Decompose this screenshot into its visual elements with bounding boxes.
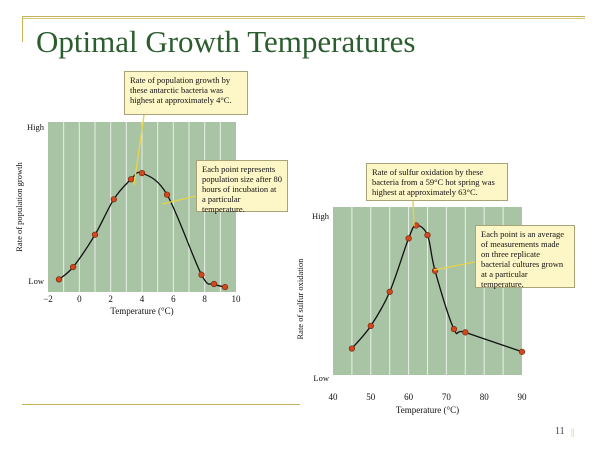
page-number: 11 — [555, 426, 565, 437]
chart-right-x-tick-label: 90 — [518, 392, 528, 402]
bottom-rule — [22, 404, 300, 405]
chart-right-x-tick-label: 70 — [442, 392, 452, 402]
slide-title: Optimal Growth Temperatures — [36, 24, 416, 59]
chart-right-x-tick-label: 40 — [329, 392, 339, 402]
chart-right-point-0 — [348, 345, 356, 352]
chart-right-x-tick-label: 80 — [480, 392, 490, 402]
chart-left-point-4 — [127, 176, 135, 183]
chart-left-point-6 — [163, 191, 171, 198]
chart-left-point-8 — [210, 280, 218, 288]
callout-left-mid: Each point represents population size af… — [196, 160, 288, 214]
callout-right-mid: Each point is an average of measurements… — [475, 225, 575, 289]
chart-right-x-tick-label: 50 — [366, 392, 376, 402]
chart-right-y-tick-low: Low — [313, 373, 329, 383]
chart-right-point-7 — [450, 326, 458, 333]
chart-right-point-5 — [424, 232, 431, 239]
chart-left-point-1 — [69, 263, 77, 271]
chart-left-point-2 — [91, 231, 99, 238]
chart-left-point-9 — [221, 283, 229, 291]
callout-pointer-2 — [412, 200, 415, 227]
chart-left-y-axis-label: Rate of population growth — [14, 162, 24, 252]
chart-left-point-5 — [138, 170, 146, 177]
callout-right-top: Rate of sulfur oxidation by these bacter… — [366, 163, 508, 201]
callout-pointer-3 — [433, 261, 476, 271]
chart-left-x-tick-label: 2 — [108, 294, 113, 304]
chart-right-y-axis-label: Rate of sulfur oxidation — [295, 258, 305, 340]
chart-right-x-axis-label: Temperature (°C) — [396, 405, 459, 415]
chart-left-point-7 — [198, 271, 205, 278]
chart-left-x-tick-label: −2 — [43, 294, 53, 304]
top-rule — [22, 16, 585, 17]
chart-left-x-tick-label: 10 — [232, 294, 242, 304]
callout-pointer-1 — [161, 195, 197, 205]
top-rule-2 — [22, 18, 585, 19]
callout-pointer-0 — [133, 114, 145, 186]
chart-left-x-tick-label: 6 — [171, 294, 176, 304]
left-rule — [22, 16, 23, 42]
callout-left-top: Rate of population growth by these antar… — [124, 71, 248, 115]
chart-left-y-tick-high: High — [27, 122, 45, 132]
chart-left-x-tick-label: 4 — [140, 294, 145, 304]
chart-right-y-tick-high: High — [312, 211, 330, 221]
chart-left-x-axis-label: Temperature (°C) — [110, 306, 173, 316]
chart-left-point-0 — [55, 276, 63, 283]
chart-right-series-line — [351, 224, 523, 353]
chart-left-y-tick-low: Low — [28, 276, 44, 286]
page-mark: || — [571, 427, 575, 437]
chart-left-x-tick-label: 0 — [77, 294, 82, 304]
chart-right-point-9 — [518, 348, 526, 355]
chart-right-x-tick-label: 60 — [404, 392, 414, 402]
chart-right-point-3 — [405, 235, 412, 242]
chart-right-point-2 — [386, 288, 393, 295]
chart-left-x-tick-label: 8 — [202, 294, 207, 304]
chart-right-point-1 — [367, 322, 374, 329]
chart-left-point-3 — [110, 196, 117, 203]
chart-left-series-line — [58, 171, 226, 288]
chart-right-point-8 — [462, 329, 469, 336]
